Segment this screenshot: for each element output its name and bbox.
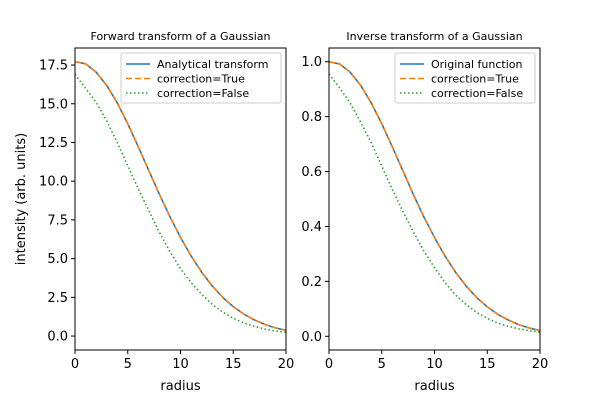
y-tick-label: 2.5 bbox=[47, 291, 68, 306]
legend-label: correction=False bbox=[157, 87, 249, 100]
x-tick-label: 5 bbox=[378, 357, 386, 372]
series-line-green bbox=[74, 73, 287, 333]
legend-label: Analytical transform bbox=[157, 58, 268, 71]
y-tick-label: 0.0 bbox=[47, 330, 68, 345]
x-tick-label: 0 bbox=[71, 357, 79, 372]
legend-box bbox=[120, 52, 282, 104]
y-tick-label: 10.0 bbox=[39, 175, 68, 190]
y-tick-label: 12.5 bbox=[39, 136, 68, 151]
x-tick-label: 20 bbox=[532, 357, 549, 372]
x-tick-label: 10 bbox=[426, 357, 443, 372]
x-tick-label: 20 bbox=[278, 357, 295, 372]
series-line-green bbox=[328, 73, 541, 333]
legend-label: correction=True bbox=[431, 73, 519, 86]
y-tick-label: 5.0 bbox=[47, 252, 68, 267]
legend-label: correction=False bbox=[431, 87, 523, 100]
y-axis-label: intensity (arb. units) bbox=[14, 133, 29, 265]
chart-panel-0: 0 5 10 15 20 0.0 2.5 5.0 7.5 10.0 12.5 15.0 17.5 Forw… bbox=[14, 30, 294, 394]
y-tick-label: 0.8 bbox=[301, 110, 322, 125]
series-line-orange bbox=[74, 60, 287, 332]
x-tick-label: 0 bbox=[325, 357, 333, 372]
y-tick-label: 0.2 bbox=[301, 275, 322, 290]
x-axis-label: radius bbox=[160, 379, 200, 394]
y-tick-label: 15.0 bbox=[39, 97, 68, 112]
legend-label: Original function bbox=[431, 58, 523, 71]
x-tick-label: 10 bbox=[172, 357, 189, 372]
legend-label: correction=True bbox=[157, 73, 245, 86]
y-tick-label: 0.0 bbox=[301, 330, 322, 345]
chart-title: Forward transform of a Gaussian bbox=[91, 30, 271, 43]
x-tick-label: 15 bbox=[479, 357, 496, 372]
legend-box bbox=[394, 52, 536, 104]
y-tick-label: 1.0 bbox=[301, 55, 322, 70]
x-tick-label: 15 bbox=[225, 357, 242, 372]
x-axis-label: radius bbox=[414, 379, 454, 394]
chart-panel-1: 0 5 10 15 20 0.0 0.2 0.4 0.6 0.8 1.0 Inverse transf… bbox=[301, 30, 548, 394]
x-tick-label: 5 bbox=[124, 357, 132, 372]
y-tick-label: 17.5 bbox=[39, 59, 68, 74]
y-tick-label: 0.6 bbox=[301, 165, 322, 180]
y-tick-label: 7.5 bbox=[47, 213, 68, 228]
series-line-orange bbox=[328, 60, 541, 332]
y-tick-label: 0.4 bbox=[301, 220, 322, 235]
chart-title: Inverse transform of a Gaussian bbox=[346, 30, 522, 43]
